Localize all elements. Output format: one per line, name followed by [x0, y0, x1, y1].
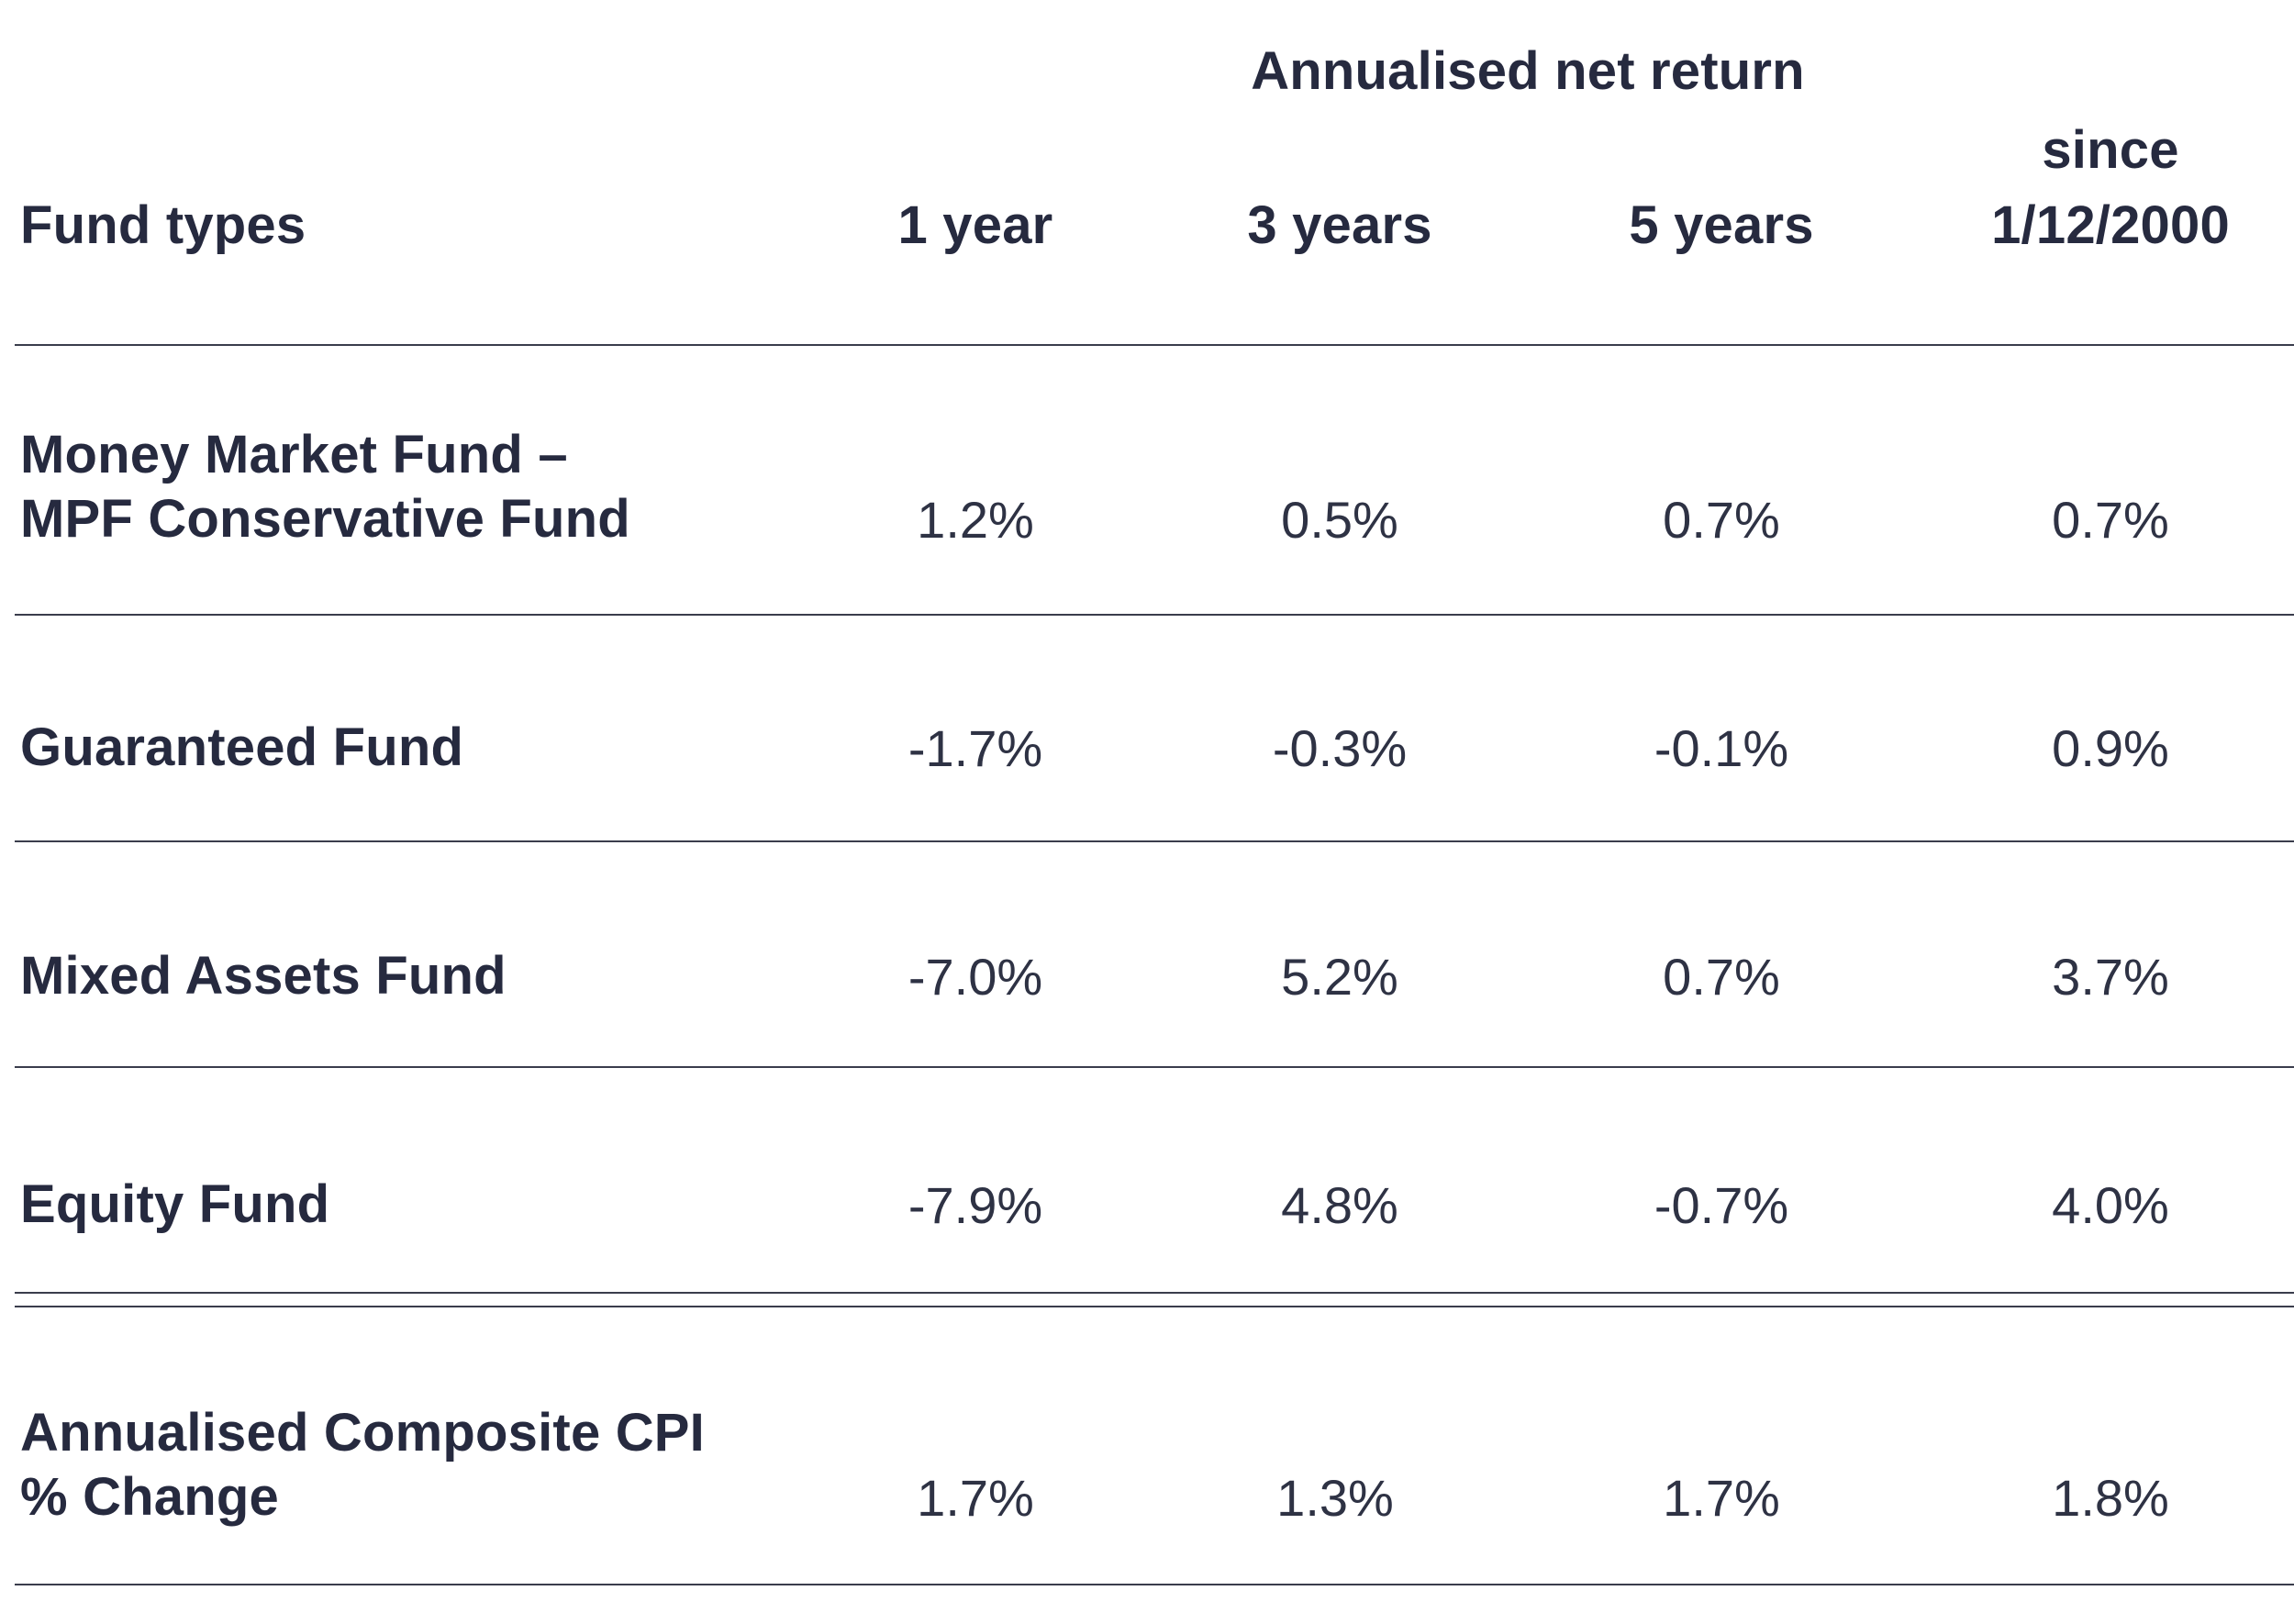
cell-3-years: 1.3%: [1276, 1469, 1394, 1527]
header-divider: [15, 344, 2294, 346]
cell-1-year: 1.7%: [917, 1469, 1034, 1527]
cell-1-year: 1.2%: [917, 491, 1034, 549]
header-col-1-year: 1 year: [897, 195, 1053, 255]
cell-5-years: 0.7%: [1663, 948, 1780, 1006]
double-divider-top: [15, 1292, 2294, 1294]
cpi-label-line2: % Change: [20, 1467, 279, 1527]
cpi-label-line1: Annualised Composite CPI: [20, 1403, 705, 1463]
cell-1-year: -7.0%: [908, 948, 1043, 1006]
row-label-line1: Money Market Fund –: [20, 425, 568, 484]
bottom-divider: [15, 1584, 2294, 1585]
cell-1-year: -7.9%: [908, 1176, 1043, 1234]
header-col-since-line1: since: [2042, 120, 2179, 180]
cell-since: 0.9%: [2052, 719, 2169, 777]
cell-3-years: 0.5%: [1281, 491, 1398, 549]
cell-since: 0.7%: [2052, 491, 2169, 549]
row-divider: [15, 614, 2294, 616]
cell-since: 4.0%: [2052, 1176, 2169, 1234]
header-fund-types: Fund types: [20, 195, 306, 255]
row-divider: [15, 840, 2294, 842]
cell-3-years: 5.2%: [1281, 948, 1398, 1006]
cell-3-years: 4.8%: [1281, 1176, 1398, 1234]
row-label-line2: MPF Conservative Fund: [20, 489, 630, 549]
row-divider: [15, 1066, 2294, 1068]
cell-5-years: 1.7%: [1663, 1469, 1780, 1527]
header-col-3-years: 3 years: [1247, 195, 1432, 255]
cell-5-years: -0.1%: [1654, 719, 1789, 777]
row-label-line1: Mixed Assets Fund: [20, 946, 507, 1006]
header-col-5-years: 5 years: [1629, 195, 1814, 255]
cell-since: 3.7%: [2052, 948, 2169, 1006]
row-label-line1: Guaranteed Fund: [20, 717, 464, 777]
cell-5-years: 0.7%: [1663, 491, 1780, 549]
cell-5-years: -0.7%: [1654, 1176, 1789, 1234]
header-group-label: Annualised net return: [1251, 41, 1805, 101]
header-col-since-line2: 1/12/2000: [1991, 195, 2230, 255]
cell-1-year: -1.7%: [908, 719, 1043, 777]
cell-since: 1.8%: [2052, 1469, 2169, 1527]
row-label-line1: Equity Fund: [20, 1174, 330, 1234]
cell-3-years: -0.3%: [1272, 719, 1408, 777]
double-divider-bottom: [15, 1306, 2294, 1307]
